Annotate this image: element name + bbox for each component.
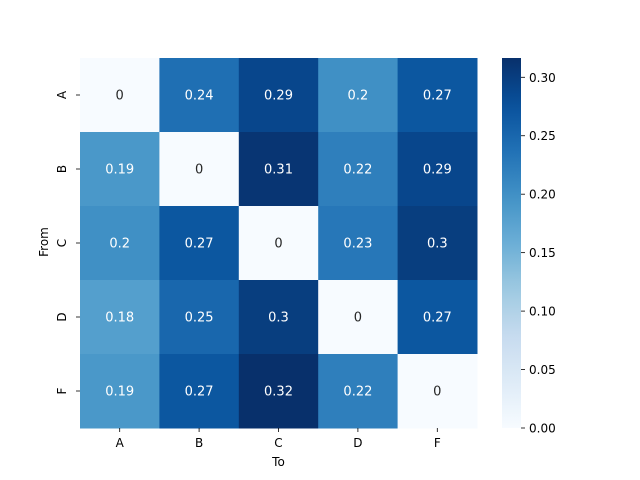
x-axis-label: To <box>271 455 285 469</box>
x-tick-label: F <box>434 436 441 450</box>
x-tick-label: B <box>195 436 203 450</box>
cell-value-label: 0 <box>195 163 203 178</box>
cell-value-label: 0.3 <box>427 237 448 252</box>
heatmap-cell-C-D <box>318 206 399 281</box>
heatmap-cell-D-D <box>318 280 399 355</box>
cell-value-label: 0 <box>433 385 441 400</box>
heatmap-cell-B-B <box>159 132 240 207</box>
cell-value-label: 0.24 <box>185 89 214 104</box>
cell-value-label: 0 <box>116 89 124 104</box>
y-tick-label: B <box>55 165 69 173</box>
heatmap-cell-D-C <box>238 280 319 355</box>
cell-value-label: 0.29 <box>264 89 293 104</box>
heatmap-cell-C-B <box>159 206 240 281</box>
heatmap-cell-C-C <box>238 206 319 281</box>
colorbar-tick-label: 0.30 <box>529 71 556 85</box>
heatmap-cell-A-A <box>80 58 160 133</box>
x-tick-label: D <box>353 436 362 450</box>
y-tick-label: D <box>55 312 69 321</box>
colorbar-tick-label: 0.00 <box>529 422 556 436</box>
heatmap-cell-F-F <box>397 354 478 429</box>
heatmap-cell-A-D <box>318 58 399 133</box>
colorbar-tick-label: 0.10 <box>529 305 556 319</box>
heatmap-cell-A-C <box>238 58 319 133</box>
cell-value-label: 0.19 <box>105 385 134 400</box>
y-axis-ticks: A B C D F <box>55 90 80 394</box>
cell-value-label: 0 <box>354 311 362 326</box>
colorbar-tick-label: 0.15 <box>529 246 556 260</box>
cell-value-label: 0.2 <box>348 89 369 104</box>
heatmap-cells <box>80 58 478 429</box>
cell-value-label: 0.32 <box>264 385 293 400</box>
cell-value-label: 0.25 <box>185 311 214 326</box>
colorbar-tick-label: 0.25 <box>529 129 556 143</box>
cell-value-label: 0.2 <box>109 237 130 252</box>
heatmap-cell-D-A <box>80 280 160 355</box>
y-tick-label: A <box>55 90 69 99</box>
heatmap-cell-A-F <box>397 58 478 133</box>
cell-value-label: 0.22 <box>343 385 372 400</box>
x-tick-label: C <box>274 436 282 450</box>
heatmap-cell-C-F <box>397 206 478 281</box>
y-tick-label: F <box>55 387 69 394</box>
heatmap-cell-F-B <box>159 354 240 429</box>
heatmap-cell-C-A <box>80 206 160 281</box>
heatmap-cell-F-C <box>238 354 319 429</box>
y-axis-label: From <box>37 227 51 257</box>
cell-value-label: 0.27 <box>185 237 214 252</box>
heatmap-cell-F-D <box>318 354 399 429</box>
heatmap-cell-D-F <box>397 280 478 355</box>
heatmap-cell-F-A <box>80 354 160 429</box>
colorbar-tick-label: 0.05 <box>529 363 556 377</box>
heatmap-cell-B-D <box>318 132 399 207</box>
x-tick-label: A <box>116 436 125 450</box>
heatmap-cell-B-C <box>238 132 319 207</box>
cell-value-label: 0 <box>274 237 282 252</box>
cell-value-label: 0.29 <box>423 163 452 178</box>
cell-value-label: 0.3 <box>268 311 289 326</box>
colorbar-tick-label: 0.20 <box>529 188 556 202</box>
heatmap-cell-B-A <box>80 132 160 207</box>
cell-value-label: 0.23 <box>343 237 372 252</box>
cell-annotations: 0 0.24 0.29 0.2 0.27 0.19 0 0.31 0.22 0.29 0.2 0.27… <box>105 89 452 400</box>
cell-value-label: 0.22 <box>343 163 372 178</box>
colorbar-ticks: 0.00 0.05 0.10 0.15 0.20 0.25 0.30 <box>521 71 556 436</box>
cell-value-label: 0.27 <box>185 385 214 400</box>
heatmap-cell-B-F <box>397 132 478 207</box>
heatmap-cell-A-B <box>159 58 240 133</box>
y-tick-label: C <box>55 239 69 247</box>
cell-value-label: 0.19 <box>105 163 134 178</box>
cell-value-label: 0.27 <box>423 311 452 326</box>
colorbar <box>502 58 521 428</box>
cell-value-label: 0.31 <box>264 163 293 178</box>
cell-value-label: 0.27 <box>423 89 452 104</box>
heatmap-cell-D-B <box>159 280 240 355</box>
cell-value-label: 0.18 <box>105 311 134 326</box>
